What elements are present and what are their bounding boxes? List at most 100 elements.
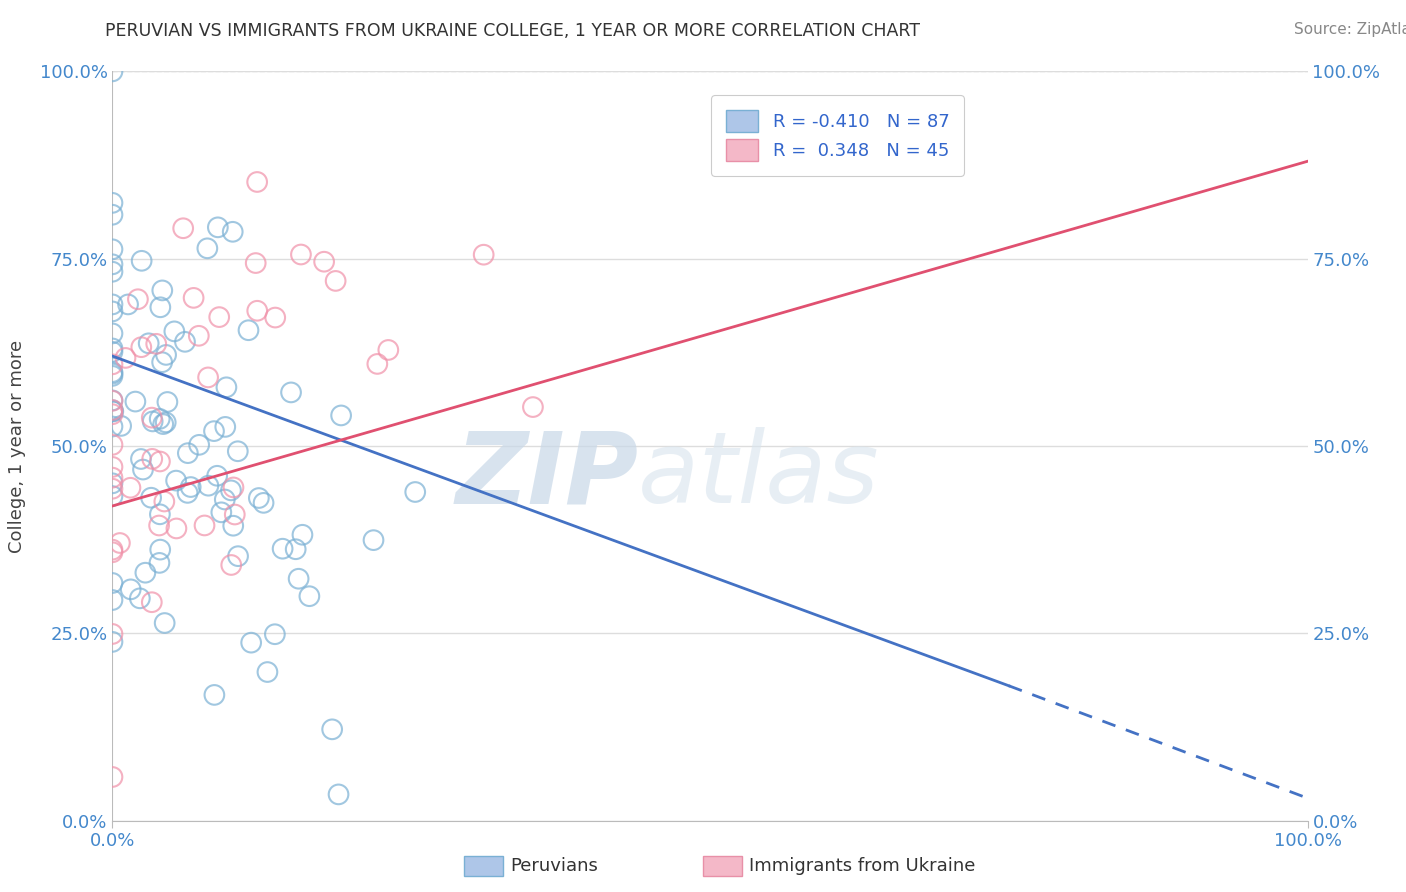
Point bbox=[287, 572, 309, 586]
Y-axis label: College, 1 year or more: College, 1 year or more bbox=[7, 340, 25, 552]
Point bbox=[108, 536, 131, 550]
Point bbox=[195, 241, 218, 255]
Point bbox=[264, 627, 287, 641]
Point bbox=[238, 323, 260, 337]
Point bbox=[264, 310, 287, 325]
Point bbox=[165, 474, 187, 488]
Point bbox=[280, 385, 302, 400]
Text: Source: ZipAtlas.com: Source: ZipAtlas.com bbox=[1294, 22, 1406, 37]
Point bbox=[149, 508, 172, 522]
Point bbox=[101, 265, 124, 279]
Point bbox=[153, 494, 176, 508]
Point bbox=[174, 334, 197, 349]
Point bbox=[150, 284, 173, 298]
Point bbox=[101, 470, 124, 484]
Point bbox=[202, 424, 225, 438]
Point bbox=[103, 404, 125, 418]
Point bbox=[209, 505, 232, 519]
Point bbox=[149, 454, 172, 468]
Point bbox=[202, 688, 225, 702]
Point bbox=[252, 496, 274, 510]
Point bbox=[172, 221, 194, 235]
Point bbox=[224, 508, 246, 522]
Text: ZIP: ZIP bbox=[456, 427, 638, 524]
Point bbox=[247, 491, 270, 505]
Point bbox=[152, 417, 174, 431]
Legend: R = -0.410   N = 87, R =  0.348   N = 45: R = -0.410 N = 87, R = 0.348 N = 45 bbox=[711, 95, 965, 176]
Point bbox=[101, 403, 124, 417]
Point bbox=[101, 576, 124, 591]
Point bbox=[187, 328, 209, 343]
Point bbox=[193, 518, 215, 533]
Point bbox=[101, 304, 124, 318]
Point bbox=[176, 486, 198, 500]
Point bbox=[142, 414, 165, 428]
Text: PERUVIAN VS IMMIGRANTS FROM UKRAINE COLLEGE, 1 YEAR OR MORE CORRELATION CHART: PERUVIAN VS IMMIGRANTS FROM UKRAINE COLL… bbox=[105, 22, 921, 40]
Point bbox=[117, 297, 139, 311]
Point bbox=[222, 480, 245, 494]
Point bbox=[101, 770, 124, 784]
Point bbox=[219, 483, 242, 498]
Point bbox=[132, 462, 155, 476]
Point bbox=[149, 542, 172, 557]
Point bbox=[129, 340, 152, 354]
Point bbox=[219, 558, 242, 572]
Point bbox=[208, 310, 231, 324]
Point bbox=[101, 297, 124, 311]
Point bbox=[330, 409, 353, 423]
Point bbox=[156, 395, 179, 409]
Point bbox=[366, 357, 388, 371]
Point bbox=[145, 336, 167, 351]
Point bbox=[177, 446, 200, 460]
Point bbox=[101, 545, 124, 559]
Point bbox=[148, 518, 170, 533]
Point bbox=[155, 348, 177, 362]
Point bbox=[139, 491, 162, 505]
Point bbox=[180, 480, 202, 494]
Point bbox=[124, 394, 146, 409]
Point bbox=[101, 257, 124, 271]
Point bbox=[290, 247, 312, 261]
Point bbox=[101, 627, 124, 641]
Point bbox=[141, 410, 163, 425]
Point bbox=[101, 393, 124, 408]
Point bbox=[101, 403, 124, 417]
Point bbox=[214, 420, 236, 434]
Point bbox=[101, 542, 124, 557]
Point bbox=[101, 365, 124, 379]
Point bbox=[240, 635, 263, 649]
Text: Peruvians: Peruvians bbox=[510, 857, 599, 875]
Point bbox=[197, 370, 219, 384]
Point bbox=[101, 419, 124, 434]
Point bbox=[404, 485, 426, 500]
Point bbox=[101, 208, 124, 222]
Point bbox=[165, 521, 187, 535]
Point bbox=[134, 566, 156, 580]
Point bbox=[207, 220, 229, 235]
Point bbox=[127, 292, 149, 306]
Point bbox=[222, 518, 245, 533]
Point bbox=[472, 248, 495, 262]
Text: Immigrants from Ukraine: Immigrants from Ukraine bbox=[749, 857, 976, 875]
Point bbox=[129, 452, 152, 467]
Point bbox=[222, 225, 245, 239]
Point bbox=[291, 528, 314, 542]
Point bbox=[101, 344, 124, 359]
Point bbox=[101, 326, 124, 341]
Point bbox=[110, 418, 132, 433]
Point bbox=[131, 253, 153, 268]
Point bbox=[271, 541, 294, 556]
Point bbox=[101, 459, 124, 474]
Point bbox=[138, 336, 160, 351]
Point bbox=[226, 444, 249, 458]
Point bbox=[101, 635, 124, 649]
Point bbox=[226, 549, 249, 564]
Point bbox=[149, 412, 172, 426]
Point bbox=[101, 407, 124, 421]
Point bbox=[205, 468, 228, 483]
Point bbox=[101, 393, 124, 408]
Point bbox=[101, 242, 124, 256]
Point bbox=[325, 274, 347, 288]
Point bbox=[101, 476, 124, 491]
Point bbox=[246, 175, 269, 189]
